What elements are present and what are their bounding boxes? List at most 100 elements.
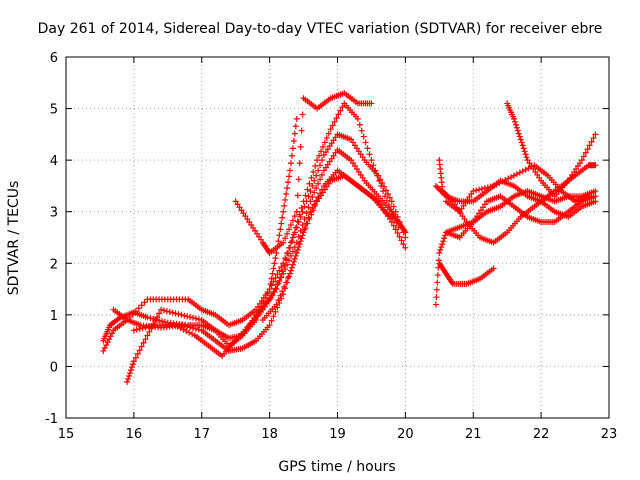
series-arc-9 bbox=[436, 260, 497, 287]
data-point-marker bbox=[192, 325, 199, 332]
x-tick-label: 21 bbox=[465, 427, 482, 442]
data-point-marker bbox=[266, 286, 273, 293]
data-point-marker bbox=[286, 244, 293, 251]
data-point-marker bbox=[156, 310, 163, 317]
data-point-marker bbox=[130, 358, 137, 365]
data-point-marker bbox=[186, 329, 193, 336]
data-point-marker bbox=[104, 339, 111, 346]
data-points bbox=[100, 90, 599, 385]
data-point-marker bbox=[439, 241, 446, 248]
data-point-marker bbox=[362, 139, 369, 146]
data-point-marker bbox=[308, 211, 315, 218]
x-tick-label: 19 bbox=[329, 427, 346, 442]
data-point-marker bbox=[508, 174, 515, 181]
data-point-marker bbox=[290, 231, 297, 238]
data-point-marker bbox=[288, 152, 295, 159]
data-point-marker bbox=[134, 350, 141, 357]
data-point-marker bbox=[311, 189, 318, 196]
data-point-marker bbox=[272, 285, 279, 292]
data-point-marker bbox=[175, 311, 182, 318]
data-point-marker bbox=[374, 172, 381, 179]
data-point-marker bbox=[127, 367, 134, 374]
data-point-marker bbox=[293, 249, 300, 256]
x-tick-label: 17 bbox=[193, 427, 210, 442]
data-point-marker bbox=[289, 261, 296, 268]
data-point-marker bbox=[142, 324, 149, 331]
data-point-marker bbox=[295, 219, 302, 226]
x-axis-label: GPS time / hours bbox=[278, 459, 395, 475]
data-point-marker bbox=[272, 275, 279, 282]
data-point-marker bbox=[317, 162, 324, 169]
data-point-marker bbox=[133, 326, 140, 333]
data-point-marker bbox=[189, 331, 196, 338]
data-point-marker bbox=[187, 324, 194, 331]
data-point-marker bbox=[288, 238, 295, 245]
data-point-marker bbox=[402, 234, 409, 241]
data-point-marker bbox=[276, 232, 283, 239]
y-tick-label: 2 bbox=[50, 257, 58, 272]
data-point-marker bbox=[592, 198, 599, 205]
data-point-marker bbox=[523, 154, 530, 161]
data-point-marker bbox=[289, 248, 296, 255]
data-point-marker bbox=[512, 121, 519, 128]
data-point-marker bbox=[138, 302, 145, 309]
data-point-marker bbox=[152, 317, 159, 324]
data-point-marker bbox=[298, 127, 305, 134]
y-tick-label: -1 bbox=[45, 412, 58, 427]
data-point-marker bbox=[294, 247, 301, 254]
data-point-marker bbox=[312, 163, 319, 170]
data-point-marker bbox=[490, 265, 497, 272]
data-point-marker bbox=[126, 314, 133, 321]
data-point-marker bbox=[440, 238, 447, 245]
data-point-marker bbox=[513, 124, 520, 131]
data-point-marker bbox=[101, 345, 108, 352]
data-point-marker bbox=[291, 244, 298, 251]
data-point-marker bbox=[169, 309, 176, 316]
data-point-marker bbox=[181, 322, 188, 329]
data-point-marker bbox=[190, 325, 197, 332]
data-point-marker bbox=[273, 286, 280, 293]
data-point-marker bbox=[299, 232, 306, 239]
data-point-marker bbox=[434, 184, 441, 191]
data-point-marker bbox=[279, 214, 286, 221]
data-point-marker bbox=[135, 305, 142, 312]
series-arc-6 bbox=[232, 90, 375, 256]
data-point-marker bbox=[434, 279, 441, 286]
data-point-marker bbox=[306, 180, 313, 187]
data-point-marker bbox=[325, 130, 332, 137]
data-point-marker bbox=[286, 273, 293, 280]
data-point-marker bbox=[432, 301, 439, 308]
data-point-marker bbox=[305, 193, 312, 200]
data-point-marker bbox=[433, 294, 440, 301]
data-point-marker bbox=[286, 167, 293, 174]
series-arc-7 bbox=[259, 172, 409, 324]
data-point-marker bbox=[516, 169, 523, 176]
data-point-marker bbox=[441, 235, 448, 242]
data-point-marker bbox=[166, 308, 173, 315]
data-point-marker bbox=[304, 220, 311, 227]
data-point-marker bbox=[272, 308, 279, 315]
data-point-marker bbox=[321, 139, 328, 146]
data-point-marker bbox=[302, 192, 309, 199]
data-point-marker bbox=[282, 196, 289, 203]
data-point-marker bbox=[283, 191, 290, 198]
data-point-marker bbox=[132, 308, 139, 315]
y-tick-label: 3 bbox=[50, 206, 58, 221]
data-point-marker bbox=[358, 127, 365, 134]
data-point-marker bbox=[329, 122, 336, 129]
data-point-marker bbox=[305, 204, 312, 211]
data-point-marker bbox=[284, 261, 291, 268]
data-point-marker bbox=[158, 318, 165, 325]
data-point-marker bbox=[283, 279, 290, 286]
data-point-marker bbox=[294, 192, 301, 199]
data-point-marker bbox=[277, 226, 284, 233]
data-point-marker bbox=[308, 174, 315, 181]
data-point-marker bbox=[317, 176, 324, 183]
data-point-marker bbox=[285, 250, 292, 257]
data-point-marker bbox=[296, 241, 303, 248]
data-point-marker bbox=[432, 182, 439, 189]
data-point-marker bbox=[364, 145, 371, 152]
data-point-marker bbox=[275, 297, 282, 304]
data-point-marker bbox=[281, 262, 288, 269]
